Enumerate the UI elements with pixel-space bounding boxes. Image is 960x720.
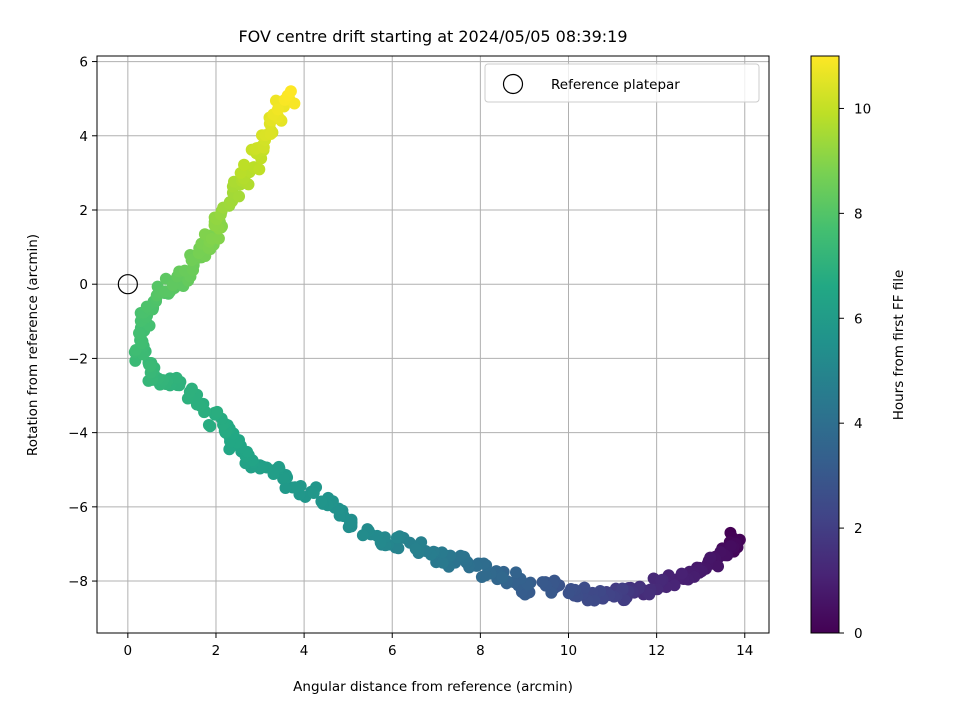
data-point [277,471,290,484]
x-tick-label: 8 [476,643,485,659]
y-tick-label: −4 [68,426,88,442]
legend-label: Reference platepar [551,77,680,93]
plot-frame [96,55,770,634]
x-tick-label: 12 [648,643,665,659]
data-point [212,232,225,245]
data-point [279,482,292,495]
y-tick-label: 2 [79,203,88,219]
data-point [509,566,522,579]
colorbar-tick-label: 4 [854,416,863,432]
x-tick-label: 10 [560,643,577,659]
y-tick-label: 4 [79,129,88,145]
data-point [204,420,217,433]
data-points [128,85,746,607]
colorbar: 0 2 4 6 8 10 Hours from first FF file [810,55,907,642]
data-point [654,574,667,587]
colorbar-ticks: 0 2 4 6 8 10 [839,101,871,642]
data-point [436,556,449,569]
colorbar-tick-label: 6 [854,311,863,327]
legend-reference-marker [502,73,524,95]
data-point [211,405,224,418]
data-point [496,571,509,584]
x-tick-label: 6 [388,643,397,659]
colorbar-label: Hours from first FF file [891,270,907,421]
data-point [185,382,198,395]
y-tick-label: −8 [68,574,88,590]
x-tick-label: 2 [212,643,221,659]
x-axis: 0 2 4 6 8 10 12 14 [124,633,753,659]
colorbar-tick-label: 8 [854,206,863,222]
data-point [271,103,284,116]
y-tick-label: 0 [79,277,88,293]
data-point [284,85,297,98]
data-point [133,327,146,340]
data-point [170,371,183,384]
y-tick-label: 6 [79,55,88,71]
data-point [578,581,591,594]
data-point [192,247,205,260]
data-point [264,127,277,140]
y-tick-label: −2 [68,351,88,367]
data-point [392,542,405,555]
x-tick-label: 0 [124,643,133,659]
chart-title: FOV centre drift starting at 2024/05/05 … [238,27,627,46]
data-point [233,190,246,203]
data-point [356,529,369,542]
data-point [238,158,251,171]
data-point [253,163,266,176]
reference-marker-layer [117,274,138,295]
colorbar-tick-label: 10 [854,101,871,117]
data-point [454,549,467,562]
y-tick-label: −6 [68,500,88,516]
legend: Reference platepar [484,63,760,103]
data-point [288,97,301,110]
data-point [307,487,320,500]
legend-box [484,63,760,103]
data-point [704,551,717,564]
colorbar-tick-label: 0 [854,626,863,642]
data-point [187,264,200,277]
colorbar-tick-label: 2 [854,521,863,537]
data-point [289,481,302,494]
data-point [190,398,203,411]
data-point [712,560,725,573]
data-point [724,540,737,553]
y-axis-label: Rotation from reference (arcmin) [25,234,41,456]
data-point [536,576,549,589]
grid [97,56,769,633]
data-point [315,495,328,508]
x-tick-label: 14 [736,643,753,659]
data-point [643,588,656,601]
data-point [562,587,575,600]
data-point [675,567,688,580]
reference-platepar-marker [117,274,138,295]
data-point [409,542,422,555]
data-point [144,360,157,373]
data-point [479,569,492,582]
y-axis: −8 −6 −4 −2 0 2 4 6 [68,55,97,590]
x-tick-label: 4 [300,643,309,659]
colorbar-gradient [810,55,840,634]
x-axis-label: Angular distance from reference (arcmin) [293,679,573,695]
data-point [390,531,403,544]
